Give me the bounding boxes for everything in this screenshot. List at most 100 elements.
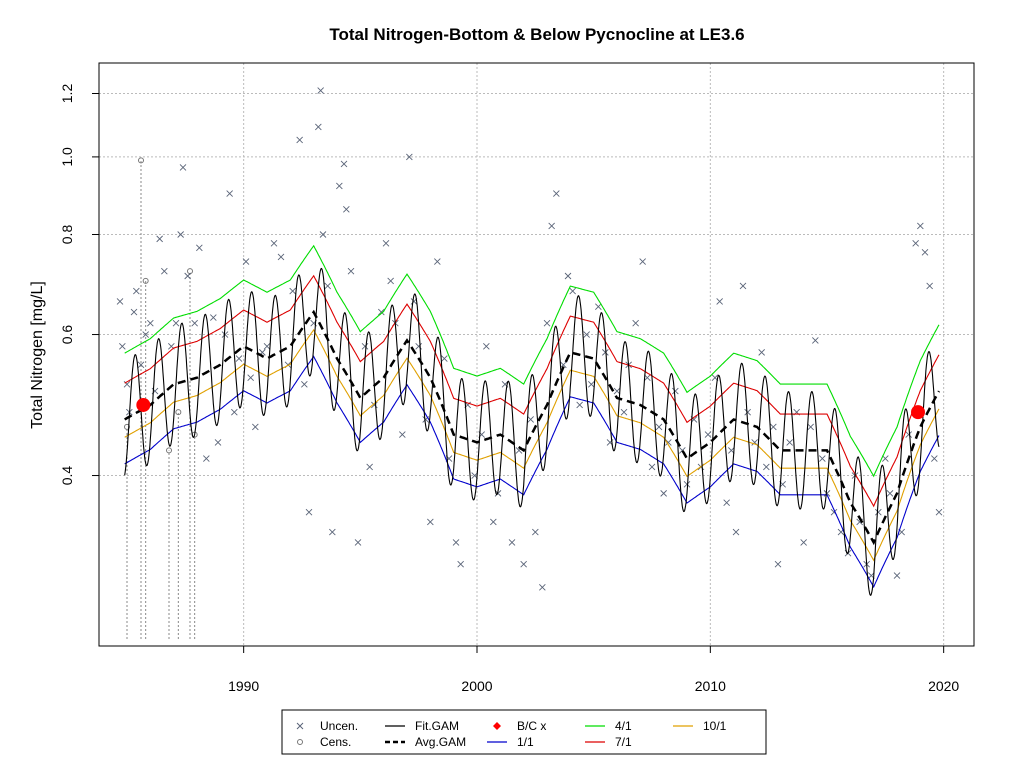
legend: Uncen. Cens. Fit.GAM Avg.GAM B/C x 1/1 4/1 7/1 1…	[281, 709, 767, 755]
uncensored-point	[812, 337, 819, 344]
seasonal-curve-1-1	[124, 355, 940, 589]
x-axis: 1990 2000 2010 2020	[228, 646, 959, 694]
uncensored-point	[289, 287, 296, 295]
uncensored-point	[595, 303, 602, 311]
uncensored-point	[242, 258, 250, 265]
uncensored-point	[366, 463, 373, 471]
uncensored-point	[770, 423, 777, 431]
uncensored-point	[886, 490, 894, 497]
uncensored-point	[548, 222, 555, 230]
uncensored-point	[800, 539, 807, 546]
censored-point	[138, 157, 144, 164]
y-tick-label: 0.4	[59, 466, 75, 486]
uncensored-point	[301, 380, 308, 388]
bc-point	[911, 405, 925, 420]
uncensored-point	[191, 319, 198, 327]
uncensored-point	[912, 239, 919, 247]
uncensored-point	[116, 298, 124, 305]
legend-label: Fit.GAM	[415, 719, 459, 733]
legend-box	[281, 709, 767, 755]
uncensored-point	[732, 528, 740, 536]
legend-label: 10/1	[703, 719, 727, 733]
legend-label: Avg.GAM	[415, 735, 466, 749]
uncensored-point	[716, 298, 723, 305]
uncensored-point	[490, 518, 497, 526]
uncensored-point	[905, 431, 912, 438]
uncensored-point	[147, 319, 154, 327]
uncensored-point	[632, 319, 639, 327]
x-tick-label: 1990	[228, 678, 259, 694]
uncensored-point	[336, 182, 343, 190]
uncensored-point	[758, 349, 765, 356]
uncensored-point	[786, 439, 793, 446]
legend-item: Fit.GAM	[385, 719, 459, 733]
legend-item: Uncen.	[296, 719, 358, 733]
uncensored-point	[177, 231, 184, 238]
legend-item: Avg.GAM	[385, 735, 466, 749]
plot-series	[116, 87, 943, 639]
uncensored-point	[704, 431, 712, 438]
uncensored-point	[387, 277, 394, 285]
uncensored-point	[382, 239, 390, 247]
uncensored-point	[564, 272, 572, 280]
uncensored-point	[156, 235, 163, 243]
uncensored-point	[427, 518, 434, 526]
uncensored-point	[543, 319, 551, 327]
uncensored-point	[123, 380, 131, 388]
uncensored-point	[329, 528, 336, 536]
seasonal-curve-7-1	[124, 274, 940, 508]
uncensored-point	[263, 343, 271, 350]
legend-item: 10/1	[673, 719, 727, 733]
avg-gam-curve	[124, 309, 941, 546]
uncensored-point	[823, 490, 831, 497]
uncensored-point	[613, 387, 621, 395]
uncensored-point	[434, 258, 441, 265]
uncensored-point	[655, 423, 663, 431]
legend-swatch	[296, 722, 304, 730]
uncensored-point	[774, 560, 782, 568]
uncensored-point	[142, 331, 149, 338]
uncensored-point	[807, 423, 814, 431]
uncensored-point	[137, 361, 145, 369]
uncensored-point	[602, 349, 609, 356]
y-axis: 0.4 0.6 0.8 1.0 1.2	[59, 84, 99, 486]
x-tick-label: 2000	[461, 678, 492, 694]
plot-frame	[98, 62, 975, 647]
uncensored-point	[315, 123, 322, 131]
uncensored-point	[235, 355, 243, 362]
uncensored-point	[406, 153, 413, 161]
uncensored-point	[893, 572, 901, 579]
uncensored-point	[665, 439, 672, 446]
uncensored-point	[569, 287, 576, 295]
y-tick-label: 0.6	[59, 325, 75, 345]
y-tick-label: 0.8	[59, 225, 75, 245]
uncensored-point	[527, 416, 534, 423]
uncensored-point	[247, 374, 254, 381]
y-axis-label: Total Nitrogen [mg/L]	[29, 281, 46, 429]
chart-title: Total Nitrogen-Bottom & Below Pycnocline…	[329, 25, 744, 44]
legend-label: Cens.	[320, 735, 351, 749]
uncensored-point	[583, 331, 590, 338]
uncensored-point	[317, 87, 324, 94]
uncensored-point	[226, 190, 233, 197]
uncensored-point	[452, 539, 460, 546]
y-tick-label: 1.0	[59, 147, 75, 167]
uncensored-point	[378, 308, 385, 316]
uncensored-point	[203, 455, 210, 462]
uncensored-point	[620, 408, 628, 416]
uncensored-point	[296, 136, 303, 144]
uncensored-point	[660, 490, 667, 497]
uncensored-point	[672, 387, 679, 395]
legend-item: 7/1	[585, 735, 632, 749]
uncensored-point	[441, 355, 448, 362]
uncensored-point	[508, 539, 516, 546]
uncensored-point	[343, 206, 350, 213]
y-tick-label: 1.2	[59, 84, 75, 104]
grid	[99, 63, 974, 646]
seasonal-curve-4-1	[124, 244, 940, 478]
uncensored-point	[399, 431, 406, 438]
uncensored-point	[340, 160, 348, 168]
uncensored-point	[931, 455, 938, 462]
uncensored-point	[588, 380, 595, 388]
uncensored-point	[119, 343, 126, 350]
